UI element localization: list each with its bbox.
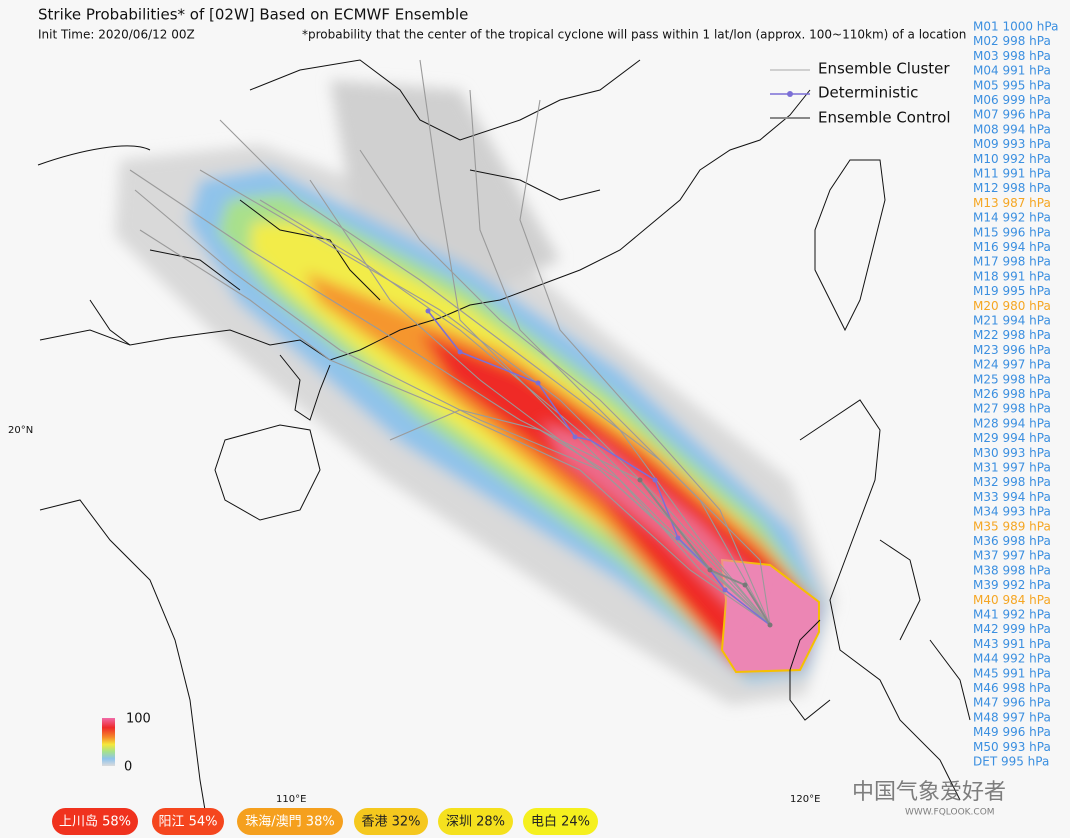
member-label: M34 993 hPa [973,505,1051,519]
init-time: Init Time: 2020/06/12 00Z [38,28,195,42]
member-label: M44 992 hPa [973,652,1051,666]
member-label: M45 991 hPa [973,666,1051,680]
location-label: 珠海/澳門 38% [245,814,334,830]
location-label: 阳江 54% [158,815,217,830]
ensemble-tracks [129,59,771,626]
control-points [637,477,773,628]
location-badge [237,808,343,835]
member-label: M20 980 hPa [973,299,1051,313]
legend-label: Ensemble Cluster [818,60,950,78]
colorbar-max: 100 [126,712,151,727]
location-label: 香港 32% [361,815,420,830]
deterministic-points [425,308,728,593]
location-badge [354,808,428,835]
legend-label: Ensemble Control [818,109,951,127]
member-label: M10 992 hPa [973,152,1051,166]
member-label: M26 998 hPa [973,387,1051,401]
member-label: M03 998 hPa [973,49,1051,63]
member-label: M42 999 hPa [973,622,1051,636]
member-label: M25 998 hPa [973,372,1051,386]
location-label: 上川岛 58% [59,814,131,830]
member-label: M41 992 hPa [973,608,1051,622]
member-label: M08 994 hPa [973,122,1051,136]
member-label: M22 998 hPa [973,328,1051,342]
member-label: M40 984 hPa [973,593,1051,607]
member-label: M11 991 hPa [973,167,1051,181]
title: Strike Probabilities* of [02W] Based on … [38,6,468,24]
member-label: M09 993 hPa [973,137,1051,151]
member-label: M02 998 hPa [973,34,1051,48]
location-badges: 上川岛 58% 阳江 54% 珠海/澳門 38% 香港 32% 深圳 28% 电白 24% [52,808,598,835]
watermark-url: WWW.FQLOOK.COM [905,808,995,818]
lon-label: 110°E [276,794,306,805]
coastlines [37,59,971,811]
member-label: M17 998 hPa [973,255,1051,269]
member-label: M05 995 hPa [973,78,1051,92]
lon-label: 120°E [790,794,820,805]
member-label: M49 996 hPa [973,725,1051,739]
member-label: M12 998 hPa [973,181,1051,195]
location-badge [523,808,598,835]
deterministic-track [427,310,771,626]
member-label: M46 998 hPa [973,681,1051,695]
high-probability-core [540,420,760,620]
member-label: M48 997 hPa [973,710,1051,724]
lat-label: 20°N [8,425,33,436]
member-label: M16 994 hPa [973,240,1051,254]
member-label: M21 994 hPa [973,314,1051,328]
control-track [639,479,771,626]
member-label: M29 994 hPa [973,431,1051,445]
member-label: M31 997 hPa [973,461,1051,475]
legend-deterministic-dot [787,91,793,97]
member-label: M30 993 hPa [973,446,1051,460]
member-label: M14 992 hPa [973,211,1051,225]
member-label: M36 998 hPa [973,534,1051,548]
location-badge [52,808,138,835]
colorbar-min: 0 [124,760,132,775]
member-label: M39 992 hPa [973,578,1051,592]
member-label: M07 996 hPa [973,108,1051,122]
location-badge [438,808,513,835]
location-label: 电白 24% [531,814,590,830]
note: *probability that the center of the trop… [302,28,966,42]
location-badge [152,808,224,835]
member-label: M27 998 hPa [973,402,1051,416]
watermark-name: 中国气象爱好者 [852,780,1006,805]
member-label: M18 991 hPa [973,269,1051,283]
member-label: M19 995 hPa [973,284,1051,298]
member-label: M23 996 hPa [973,343,1051,357]
member-label: M04 991 hPa [973,64,1051,78]
member-label: M38 998 hPa [973,563,1051,577]
member-label: M15 996 hPa [973,225,1051,239]
member-label: M24 997 hPa [973,358,1051,372]
member-label: M47 996 hPa [973,696,1051,710]
member-label: M50 993 hPa [973,740,1051,754]
member-label: DET 995 hPa [973,755,1049,769]
legend: Ensemble Cluster Deterministic Ensemble … [770,60,951,127]
member-label: M32 998 hPa [973,475,1051,489]
member-label: M43 991 hPa [973,637,1051,651]
legend-label: Deterministic [818,84,918,102]
member-label: M35 989 hPa [973,519,1051,533]
member-label: M01 1000 hPa [973,20,1058,34]
member-label: M28 994 hPa [973,416,1051,430]
colorbar [102,718,115,766]
member-label: M06 999 hPa [973,93,1051,107]
member-label: M13 987 hPa [973,196,1051,210]
member-label: M33 994 hPa [973,490,1051,504]
member-label: M37 997 hPa [973,549,1051,563]
location-label: 深圳 28% [446,815,505,830]
